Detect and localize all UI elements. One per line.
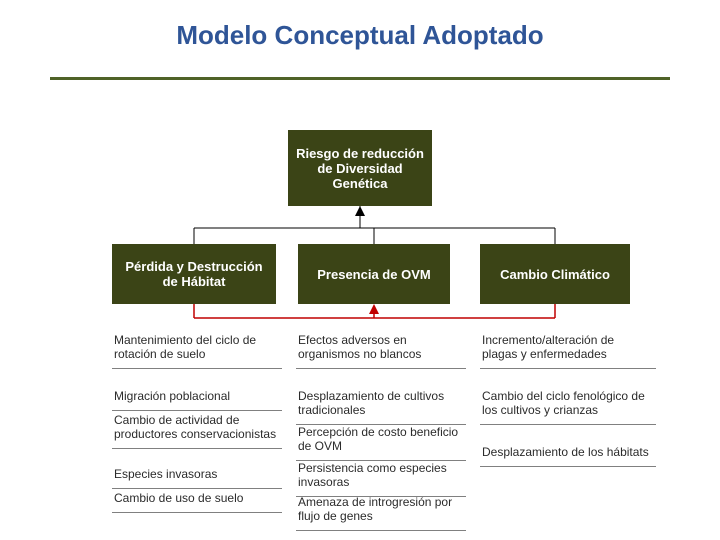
category-label: Presencia de OVM	[317, 267, 430, 282]
leaf-item: Especies invasoras	[112, 466, 282, 489]
leaf-item: Incremento/alteración de plagas y enferm…	[480, 332, 656, 369]
leaf-item: Amenaza de introgresión por flujo de gen…	[296, 494, 466, 531]
leaf-item: Persistencia como especies invasoras	[296, 460, 466, 497]
slide-title: Modelo Conceptual Adoptado	[50, 20, 670, 51]
title-rule	[50, 77, 670, 80]
leaf-item: Mantenimiento del ciclo de rotación de s…	[112, 332, 282, 369]
leaf-item: Desplazamiento de los hábitats	[480, 444, 656, 467]
leaf-item: Desplazamiento de cultivos tradicionales	[296, 388, 466, 425]
leaf-item: Percepción de costo beneficio de OVM	[296, 424, 466, 461]
category-box-ovm: Presencia de OVM	[298, 244, 450, 304]
leaf-item: Cambio del ciclo fenológico de los culti…	[480, 388, 656, 425]
category-label: Cambio Climático	[500, 267, 610, 282]
category-label: Pérdida y Destrucción de Hábitat	[118, 259, 270, 289]
category-box-clima: Cambio Climático	[480, 244, 630, 304]
root-box-label: Riesgo de reducción de Diversidad Genéti…	[294, 146, 426, 191]
leaf-item: Cambio de uso de suelo	[112, 490, 282, 513]
root-box: Riesgo de reducción de Diversidad Genéti…	[288, 130, 432, 206]
leaf-item: Migración poblacional	[112, 388, 282, 411]
leaf-item: Efectos adversos en organismos no blanco…	[296, 332, 466, 369]
category-box-habitat: Pérdida y Destrucción de Hábitat	[112, 244, 276, 304]
leaf-item: Cambio de actividad de productores conse…	[112, 412, 282, 449]
slide: Modelo Conceptual Adoptado Riesgo de red…	[0, 0, 720, 540]
